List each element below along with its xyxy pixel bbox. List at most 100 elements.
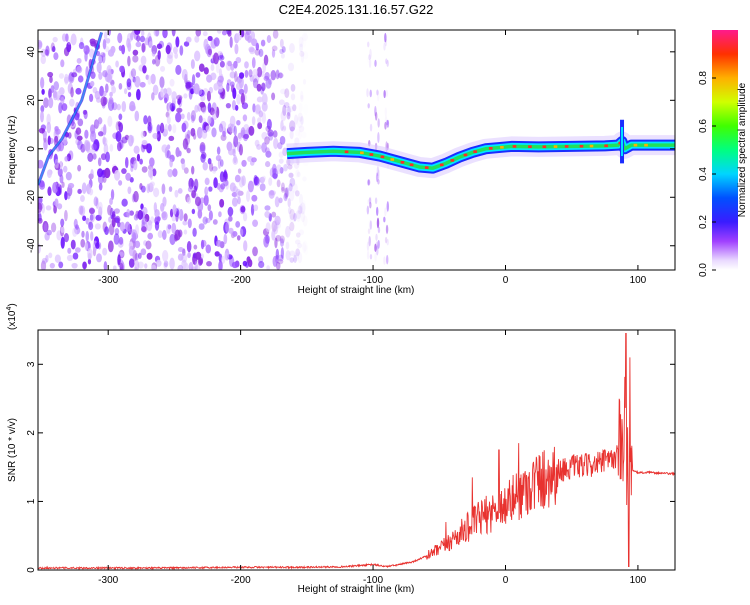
snr-y-tick-label: 3	[26, 361, 37, 367]
noise-blob	[289, 214, 296, 224]
noise-blob	[95, 214, 102, 221]
noise-blob	[240, 206, 246, 213]
noise-blob	[107, 240, 114, 253]
noise-blob	[277, 254, 284, 262]
noise-blob	[63, 165, 68, 173]
noise-blob	[211, 127, 217, 138]
noise-blob	[298, 36, 304, 48]
noise-blob	[261, 82, 266, 92]
noise-blob	[298, 130, 302, 140]
noise-blob	[207, 102, 212, 113]
noise-blob	[126, 78, 132, 88]
noise-blob	[248, 125, 255, 136]
spectrogram-y-ticks: -40 -20 0 20 40	[26, 46, 675, 253]
noise-blob	[58, 73, 65, 79]
noise-blob	[141, 42, 146, 53]
noise-blob	[292, 104, 297, 112]
noise-blob	[156, 124, 161, 135]
noise-blob	[245, 30, 252, 36]
noise-blob	[96, 61, 102, 73]
spectrogram-x-tick-label: 0	[503, 275, 509, 286]
noise-blob	[40, 110, 44, 123]
noise-blob	[229, 115, 236, 128]
noise-blob	[293, 252, 300, 261]
noise-blob	[281, 46, 286, 53]
noise-blob	[45, 45, 50, 57]
noise-blob	[299, 50, 305, 57]
noise-blob	[150, 264, 157, 270]
noise-blob	[234, 70, 238, 83]
noise-blob	[148, 41, 153, 48]
noise-blob	[103, 31, 108, 40]
noise-blob	[271, 49, 276, 58]
noise-blob	[41, 88, 45, 95]
noise-blob	[210, 72, 217, 81]
noise-blob	[207, 158, 212, 165]
noise-blob	[274, 196, 280, 208]
noise-blob	[104, 226, 109, 235]
noise-blob	[38, 202, 43, 213]
noise-blob	[55, 128, 61, 135]
noise-blob	[220, 134, 227, 142]
noise-blob	[253, 174, 258, 186]
noise-blob	[88, 93, 94, 103]
noise-blob	[159, 76, 165, 89]
snr-y-tick-label: 0	[26, 567, 37, 573]
noise-blob	[195, 30, 202, 37]
noise-blob	[102, 247, 108, 256]
noise-blob	[76, 57, 82, 64]
noise-blob	[190, 88, 194, 95]
noise-blob	[225, 251, 230, 258]
noise-blob	[282, 125, 287, 131]
noise-blob	[136, 88, 141, 101]
track-peak-mark	[390, 158, 395, 161]
noise-blob	[87, 152, 94, 162]
noise-blob	[261, 102, 268, 112]
noise-blob	[285, 225, 291, 238]
snr-panel: -300 -200 -100 0 100 0 1 2 3 Height of straight…	[6, 303, 676, 595]
snr-frame	[37, 329, 676, 571]
noise-blob	[302, 176, 307, 181]
noise-blob	[121, 168, 127, 174]
noise-blob	[163, 262, 168, 269]
noise-blob	[215, 154, 222, 162]
noise-blob	[181, 122, 187, 133]
noise-blob	[186, 147, 191, 154]
colorbar-ticks: 0.0 0.2 0.4 0.6 0.8	[698, 71, 716, 277]
noise-blob	[140, 55, 147, 66]
noise-blob	[161, 211, 168, 221]
noise-blob	[303, 55, 309, 66]
noise-blob	[181, 68, 188, 81]
noise-blob	[70, 33, 77, 46]
noise-blob	[58, 102, 63, 114]
noise-blob	[251, 57, 256, 69]
noise-blob	[272, 168, 279, 180]
noise-blob	[272, 255, 278, 268]
noise-blob	[141, 42, 146, 53]
noise-blob	[40, 48, 47, 57]
noise-blob	[185, 80, 192, 91]
noise-blob	[267, 129, 274, 137]
noise-blob	[287, 105, 294, 113]
noise-blob	[103, 124, 107, 136]
noise-streak-blob	[367, 41, 370, 48]
noise-blob	[82, 109, 88, 115]
noise-blob	[244, 61, 249, 69]
noise-blob	[249, 47, 256, 55]
noise-blob	[118, 82, 123, 90]
noise-streak-blob	[368, 236, 371, 247]
noise-blob	[265, 161, 271, 168]
noise-blob	[290, 84, 296, 92]
noise-blob	[287, 164, 293, 170]
noise-blob	[247, 180, 254, 193]
noise-blob	[169, 233, 176, 246]
noise-blob	[287, 197, 291, 208]
noise-blob	[77, 118, 84, 127]
noise-blob	[107, 68, 112, 81]
noise-blob	[256, 96, 263, 103]
noise-blob	[219, 60, 225, 68]
noise-blob	[194, 178, 199, 191]
snr-x-tick-label: -100	[363, 575, 383, 586]
colorbar-tick-label: 0.4	[698, 167, 709, 181]
noise-blob	[121, 136, 128, 144]
